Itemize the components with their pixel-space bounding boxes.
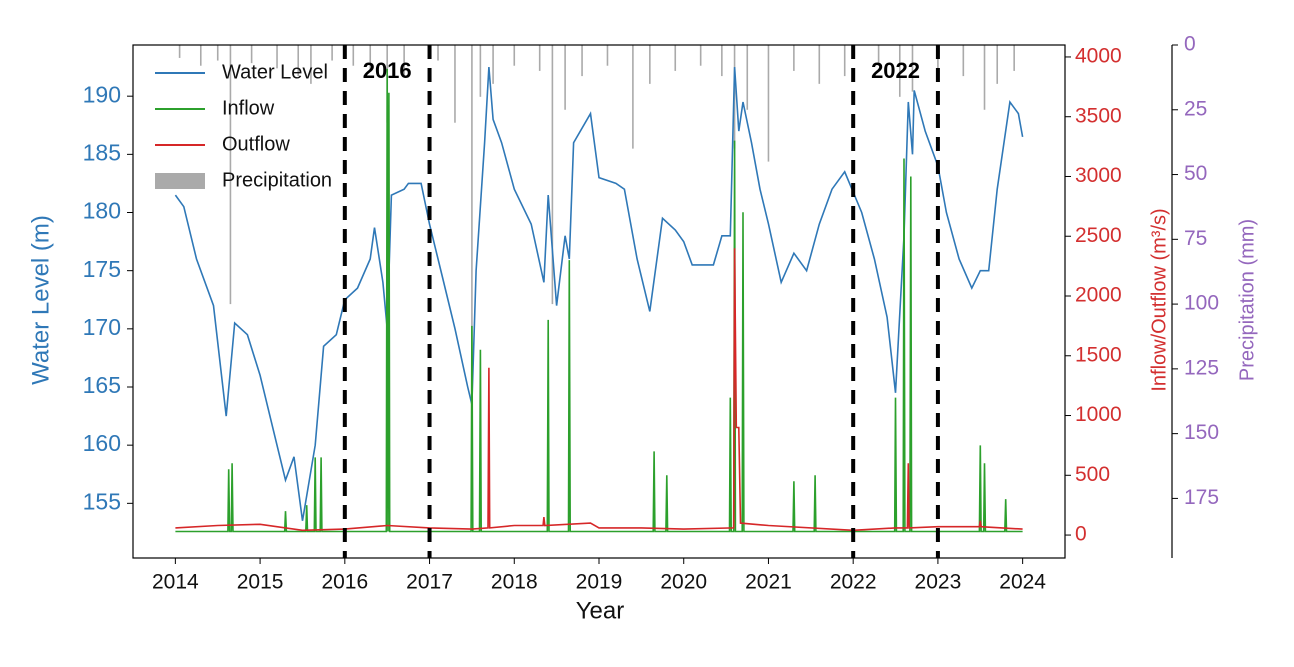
y3-axis-label: Precipitation (mm) bbox=[1236, 219, 1258, 381]
precip-bar bbox=[331, 45, 333, 61]
series-line bbox=[175, 68, 1023, 533]
x-tick-label: 2023 bbox=[915, 571, 962, 594]
precip-bar bbox=[403, 45, 405, 77]
y-axis-label: Water Level (m) bbox=[27, 215, 54, 385]
precip-bar bbox=[538, 45, 541, 71]
precip-bar bbox=[818, 45, 821, 84]
precip-bar bbox=[1013, 45, 1015, 71]
precip-bar bbox=[649, 45, 651, 84]
x-tick-label: 2019 bbox=[576, 571, 623, 594]
precip-bar bbox=[310, 45, 312, 84]
highlight-label: 2016 bbox=[363, 58, 412, 83]
legend-swatch bbox=[155, 173, 205, 189]
precip-bar bbox=[699, 45, 702, 66]
precip-bar bbox=[513, 45, 516, 66]
y-tick-label: 165 bbox=[83, 372, 121, 398]
precip-bar bbox=[199, 45, 202, 66]
precip-bar bbox=[606, 45, 609, 66]
precip-bar bbox=[352, 45, 355, 66]
plot-frame bbox=[132, 44, 1066, 559]
y3-tick-label: 125 bbox=[1184, 356, 1219, 379]
x-tick-label: 2018 bbox=[491, 571, 538, 594]
legend-label: Outflow bbox=[222, 133, 290, 155]
y2-tick-label: 4000 bbox=[1075, 44, 1122, 67]
x-tick-label: 2017 bbox=[406, 571, 453, 594]
y2-tick-label: 3500 bbox=[1075, 104, 1122, 127]
y2-tick-label: 0 bbox=[1075, 523, 1087, 546]
precip-bar bbox=[250, 45, 253, 64]
y-tick-label: 180 bbox=[83, 198, 121, 224]
precip-bar bbox=[178, 45, 181, 58]
y2-tick-label: 2000 bbox=[1075, 284, 1122, 307]
x-tick-label: 2016 bbox=[321, 571, 368, 594]
precip-bar bbox=[843, 45, 846, 77]
precip-bar bbox=[767, 45, 770, 162]
y-tick-label: 170 bbox=[83, 314, 121, 340]
x-tick-label: 2020 bbox=[660, 571, 707, 594]
precip-bar bbox=[962, 45, 965, 77]
y2-tick-label: 2500 bbox=[1075, 224, 1122, 247]
y2-axis-label: Inflow/Outflow (m³/s) bbox=[1148, 208, 1170, 391]
precip-bar bbox=[911, 45, 914, 92]
precip-bar bbox=[996, 45, 999, 84]
precip-bar bbox=[721, 45, 723, 77]
precip-bar bbox=[564, 45, 566, 110]
legend-label: Precipitation bbox=[222, 169, 332, 191]
y2-tick-label: 500 bbox=[1075, 463, 1110, 486]
series-line bbox=[174, 67, 1024, 521]
precip-bar bbox=[369, 45, 372, 71]
precip-bar bbox=[581, 45, 583, 77]
precip-bar bbox=[551, 45, 554, 305]
y3-tick-label: 75 bbox=[1184, 227, 1207, 250]
y-tick-label: 175 bbox=[83, 256, 121, 282]
precip-bar bbox=[297, 45, 300, 77]
precip-bar bbox=[454, 45, 456, 123]
precip-bar bbox=[229, 45, 232, 305]
precip-bar bbox=[276, 45, 278, 69]
y3-tick-label: 50 bbox=[1184, 162, 1207, 185]
y3-tick-label: 25 bbox=[1184, 97, 1207, 120]
precip-bar bbox=[746, 45, 749, 110]
y3-tick-label: 100 bbox=[1184, 292, 1219, 315]
legend-label: Inflow bbox=[222, 97, 275, 119]
precip-bar bbox=[216, 45, 219, 61]
legend-label: Water Level bbox=[222, 61, 328, 83]
y-tick-label: 155 bbox=[83, 488, 121, 514]
precip-bar bbox=[898, 45, 901, 97]
precip-bar bbox=[632, 45, 634, 149]
x-axis-label: Year bbox=[576, 597, 625, 624]
precip-bar bbox=[983, 45, 986, 110]
y-tick-label: 185 bbox=[83, 139, 121, 165]
precip-bar bbox=[492, 45, 494, 84]
y3-tick-label: 0 bbox=[1184, 33, 1196, 56]
precip-bar bbox=[674, 45, 677, 71]
x-tick-label: 2022 bbox=[830, 571, 877, 594]
x-tick-label: 2015 bbox=[237, 571, 284, 594]
precip-bar bbox=[437, 45, 439, 61]
precip-bar bbox=[479, 45, 482, 97]
y2-tick-label: 1000 bbox=[1075, 403, 1122, 426]
x-tick-label: 2021 bbox=[745, 571, 792, 594]
series-line bbox=[175, 248, 1023, 532]
y2-tick-label: 3000 bbox=[1075, 164, 1122, 187]
x-tick-label: 2014 bbox=[152, 571, 199, 594]
precip-bar bbox=[793, 45, 795, 71]
y3-tick-label: 150 bbox=[1184, 421, 1219, 444]
y3-tick-label: 175 bbox=[1184, 486, 1219, 509]
y-tick-label: 190 bbox=[83, 81, 121, 107]
precip-bar bbox=[471, 45, 473, 434]
precip-bar bbox=[877, 45, 880, 66]
y-tick-label: 160 bbox=[83, 430, 121, 456]
highlight-label: 2022 bbox=[871, 58, 920, 83]
x-tick-label: 2024 bbox=[999, 571, 1046, 594]
y2-tick-label: 1500 bbox=[1075, 343, 1122, 366]
